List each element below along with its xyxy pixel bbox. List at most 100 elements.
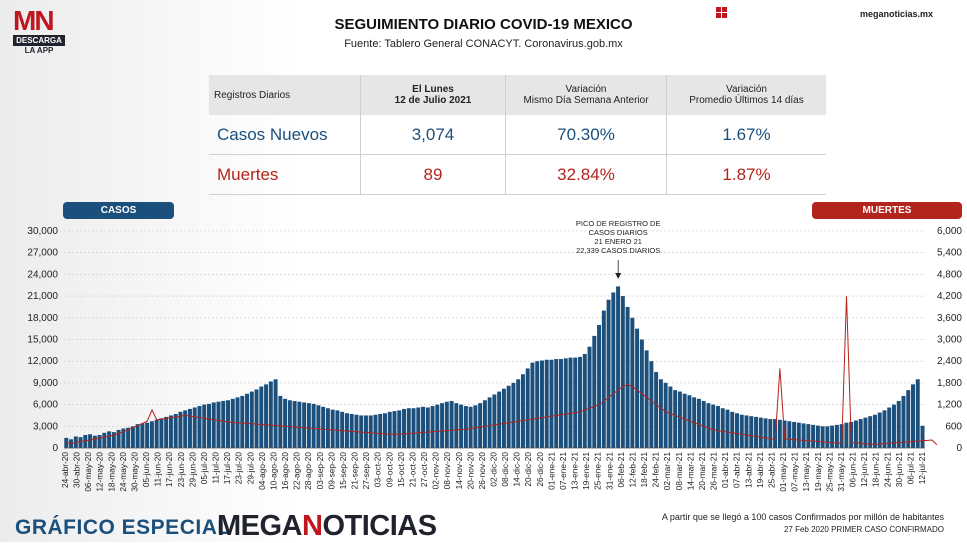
case-bar — [520, 374, 525, 448]
case-bar — [573, 357, 578, 448]
case-bar — [387, 411, 392, 448]
case-bar — [592, 335, 597, 448]
x-tick-label: 06-may-20 — [83, 452, 93, 492]
muertes-value: 89 — [360, 154, 506, 195]
case-bar — [111, 432, 116, 448]
footer-label: GRÁFICO ESPECIAL — [15, 516, 231, 539]
y-right-tick-label: 3,600 — [937, 313, 962, 324]
case-bar — [149, 421, 154, 448]
footer-note-first-case: 27 Feb 2020 PRIMER CASO CONFIRMADO — [783, 525, 944, 534]
case-bar — [620, 296, 625, 448]
case-bar — [249, 391, 254, 448]
case-bar — [530, 362, 535, 448]
case-bar — [915, 379, 920, 448]
case-bar — [292, 400, 297, 448]
x-tick-label: 12-jun-21 — [859, 452, 869, 487]
case-bar — [597, 325, 602, 448]
x-tick-label: 31-may-21 — [836, 452, 846, 492]
peak-annotation-text: 22,339 CASOS DIARIOS — [576, 246, 660, 255]
x-tick-label: 26-nov-20 — [477, 452, 487, 490]
case-bar — [568, 357, 573, 448]
case-bar — [183, 410, 188, 448]
case-bar — [392, 411, 397, 448]
case-bar — [421, 406, 426, 448]
case-bar — [187, 408, 192, 448]
case-bar — [173, 414, 178, 448]
y-right-tick-label: 4,200 — [937, 291, 962, 302]
case-bar — [373, 414, 378, 448]
x-tick-label: 07-may-21 — [790, 452, 800, 492]
x-tick-label: 06-feb-21 — [616, 452, 626, 488]
y-left-tick-label: 27,000 — [27, 248, 58, 259]
case-bar — [777, 419, 782, 448]
case-bar — [202, 404, 207, 448]
site-link[interactable]: meganoticias.mx — [860, 9, 934, 19]
x-tick-label: 19-ene-21 — [581, 452, 591, 490]
y-left-tick-label: 6,000 — [33, 400, 58, 411]
case-bar — [130, 426, 135, 448]
case-bar — [858, 419, 863, 448]
case-bar — [411, 408, 416, 448]
x-tick-label: 29-jun-20 — [187, 452, 197, 487]
case-bar — [192, 407, 197, 448]
x-tick-label: 08-dic-20 — [500, 452, 510, 487]
logo-app: LA APP — [24, 46, 54, 55]
x-tick-label: 28-ago-20 — [303, 452, 313, 490]
case-bar — [268, 381, 273, 448]
case-bar — [853, 420, 858, 448]
x-tick-label: 27-oct-20 — [419, 452, 429, 487]
y-left-tick-label: 24,000 — [27, 269, 58, 280]
case-bar — [340, 411, 345, 448]
case-bar — [368, 415, 373, 448]
y-right-tick-label: 4,800 — [937, 269, 962, 280]
x-tick-label: 21-oct-20 — [407, 452, 417, 487]
app-logo[interactable]: MN DESCARGA LA APP — [13, 5, 65, 55]
page-subtitle: Fuente: Tablero General CONACYT. Coronav… — [344, 38, 623, 50]
case-bar — [116, 429, 121, 448]
x-tick-label: 31-ene-21 — [604, 452, 614, 490]
case-bar — [863, 417, 868, 448]
case-bar — [544, 359, 549, 448]
y-right-tick-label: 2,400 — [937, 356, 962, 367]
case-bar — [663, 382, 668, 448]
case-bar — [197, 406, 202, 448]
case-bar — [649, 361, 654, 448]
table-row-muertes: Muertes 89 32.84% 1.87% — [209, 154, 826, 195]
x-tick-label: 05-jul-20 — [199, 452, 209, 485]
case-bar — [687, 395, 692, 448]
case-bar — [487, 397, 492, 448]
header-day: El Lunes 12 de Julio 2021 — [360, 75, 506, 115]
y-left-tick-label: 12,000 — [27, 356, 58, 367]
x-tick-label: 24-may-20 — [118, 452, 128, 492]
case-bar — [64, 437, 69, 448]
footer-brand: MEGANOTICIAS — [217, 510, 437, 542]
x-tick-label: 25-may-21 — [824, 452, 834, 492]
case-bar — [335, 410, 340, 448]
case-bar — [140, 423, 145, 448]
case-bar — [730, 411, 735, 448]
case-bar — [625, 306, 630, 448]
grid-icon[interactable] — [716, 7, 727, 18]
legend-casos: CASOS — [63, 202, 174, 219]
peak-annotation-text: CASOS DIARIOS — [589, 228, 648, 237]
x-tick-label: 05-jun-20 — [141, 452, 151, 487]
case-bar — [749, 416, 754, 448]
case-bar — [892, 404, 896, 448]
x-tick-label: 11-jul-20 — [211, 452, 221, 484]
x-tick-label: 23-jul-20 — [234, 452, 244, 485]
footer-note: A partir que se llegó a 100 casos Confir… — [661, 512, 944, 522]
case-bar — [211, 402, 216, 448]
x-tick-label: 24-jun-21 — [882, 452, 892, 487]
case-bar — [259, 386, 264, 448]
logo-mn: MN — [13, 5, 55, 36]
summary-table: Registros Diarios El Lunes 12 de Julio 20… — [209, 75, 826, 195]
x-tick-label: 09-sep-20 — [326, 452, 336, 490]
x-tick-label: 21-sep-20 — [350, 452, 360, 490]
x-tick-label: 10-ago-20 — [268, 452, 278, 490]
x-tick-label: 30-may-20 — [129, 452, 139, 492]
case-bar — [701, 400, 706, 448]
case-bar — [682, 393, 687, 448]
case-bar — [872, 414, 877, 448]
x-tick-label: 02-dic-20 — [489, 452, 499, 487]
header-variation: Variación Mismo Día Semana Anterior — [505, 75, 667, 115]
